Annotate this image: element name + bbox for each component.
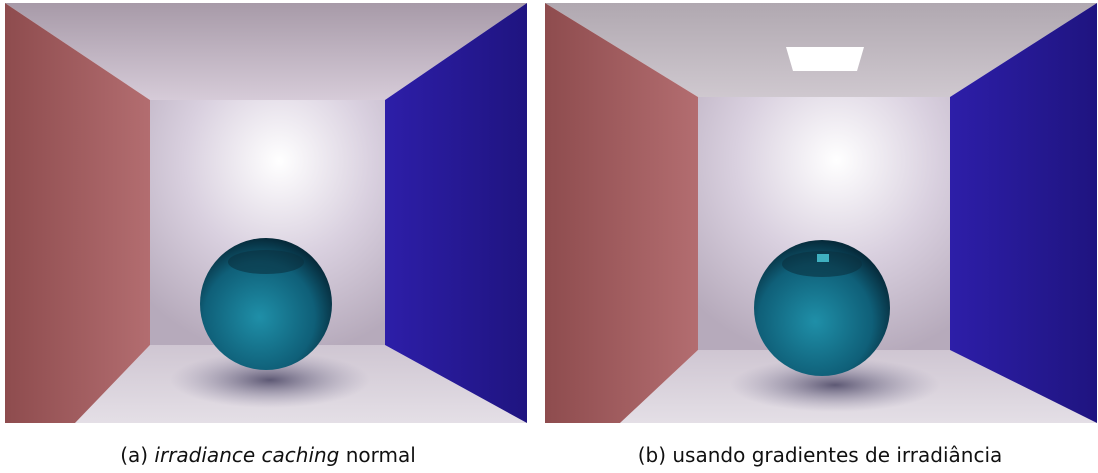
caption-label: (a) bbox=[120, 443, 148, 467]
light bbox=[786, 47, 864, 71]
caption-b: (b) usando gradientes de irradiância bbox=[638, 443, 1003, 467]
sphere-reflection bbox=[228, 250, 304, 274]
caption-text: usando gradientes de irradiância bbox=[672, 443, 1002, 467]
render-b bbox=[545, 3, 1097, 423]
caption-a: (a) irradiance caching normal bbox=[120, 443, 416, 467]
caption-label: (b) bbox=[638, 443, 666, 467]
caption-italic: irradiance caching bbox=[154, 443, 339, 467]
render-a bbox=[5, 3, 527, 423]
light-reflection bbox=[817, 254, 829, 262]
caption-text: normal bbox=[346, 443, 416, 467]
figure: (a) irradiance caching normal (b) usando… bbox=[0, 0, 1098, 473]
